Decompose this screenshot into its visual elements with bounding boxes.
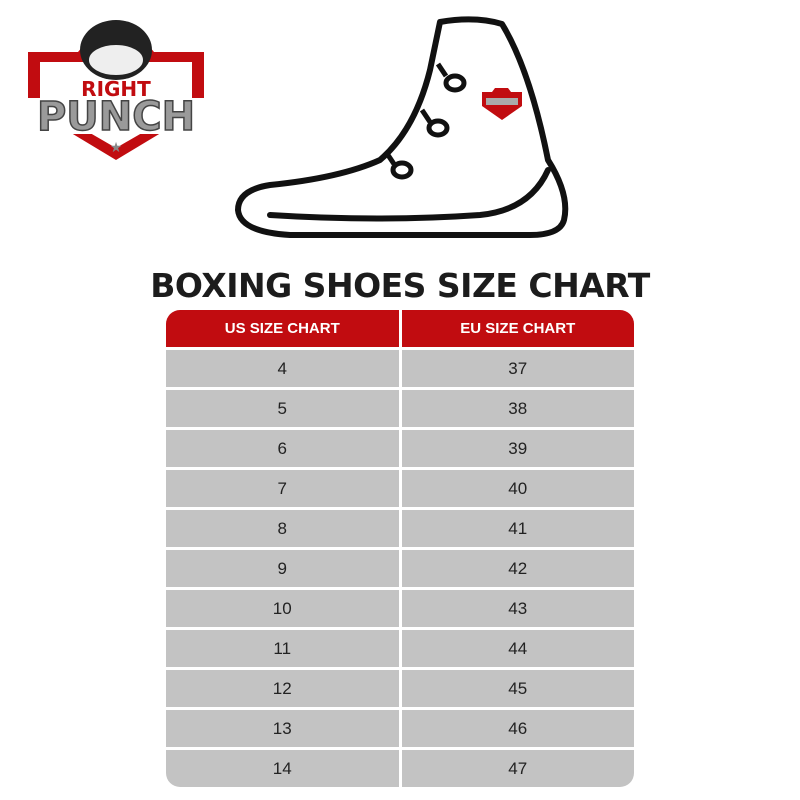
svg-text:RIGHT: RIGHT [81, 77, 151, 101]
eu-size-cell: 42 [401, 550, 634, 587]
eu-size-cell: 46 [401, 710, 634, 747]
us-size-cell: 12 [166, 670, 399, 707]
table-row: 10 43 [166, 590, 634, 627]
page-title: BOXING SHOES SIZE CHART [150, 266, 650, 305]
us-size-cell: 8 [166, 510, 399, 547]
us-size-cell: 13 [166, 710, 399, 747]
us-size-cell: 14 [166, 750, 399, 787]
eu-size-cell: 37 [401, 350, 634, 387]
table-row: 4 37 [166, 350, 634, 387]
eu-size-cell: 43 [401, 590, 634, 627]
table-row: 12 45 [166, 670, 634, 707]
table-row: 7 40 [166, 470, 634, 507]
us-size-cell: 4 [166, 350, 399, 387]
us-size-cell: 7 [166, 470, 399, 507]
size-chart-table: US SIZE CHART EU SIZE CHART 4 37 5 38 6 39 7 40… [166, 310, 634, 790]
eu-size-cell: 47 [401, 750, 634, 787]
svg-text:PUNCH: PUNCH [37, 94, 195, 140]
table-header-row: US SIZE CHART EU SIZE CHART [166, 310, 634, 347]
table-row: 9 42 [166, 550, 634, 587]
eu-size-cell: 41 [401, 510, 634, 547]
us-size-cell: 9 [166, 550, 399, 587]
us-size-cell: 5 [166, 390, 399, 427]
header-eu-size: EU SIZE CHART [401, 310, 634, 347]
svg-text:★: ★ [110, 139, 123, 155]
table-row: 14 47 [166, 750, 634, 787]
eu-size-cell: 45 [401, 670, 634, 707]
table-row: 6 39 [166, 430, 634, 467]
right-punch-logo: RIGHT PUNCH ★ [22, 20, 210, 160]
eu-size-cell: 39 [401, 430, 634, 467]
table-row: 13 46 [166, 710, 634, 747]
boxing-shoe-illustration [235, 16, 569, 238]
header-us-size: US SIZE CHART [166, 310, 399, 347]
us-size-cell: 10 [166, 590, 399, 627]
us-size-cell: 6 [166, 430, 399, 467]
eu-size-cell: 40 [401, 470, 634, 507]
eu-size-cell: 44 [401, 630, 634, 667]
us-size-cell: 11 [166, 630, 399, 667]
table-row: 8 41 [166, 510, 634, 547]
table-row: 11 44 [166, 630, 634, 667]
table-row: 5 38 [166, 390, 634, 427]
eu-size-cell: 38 [401, 390, 634, 427]
